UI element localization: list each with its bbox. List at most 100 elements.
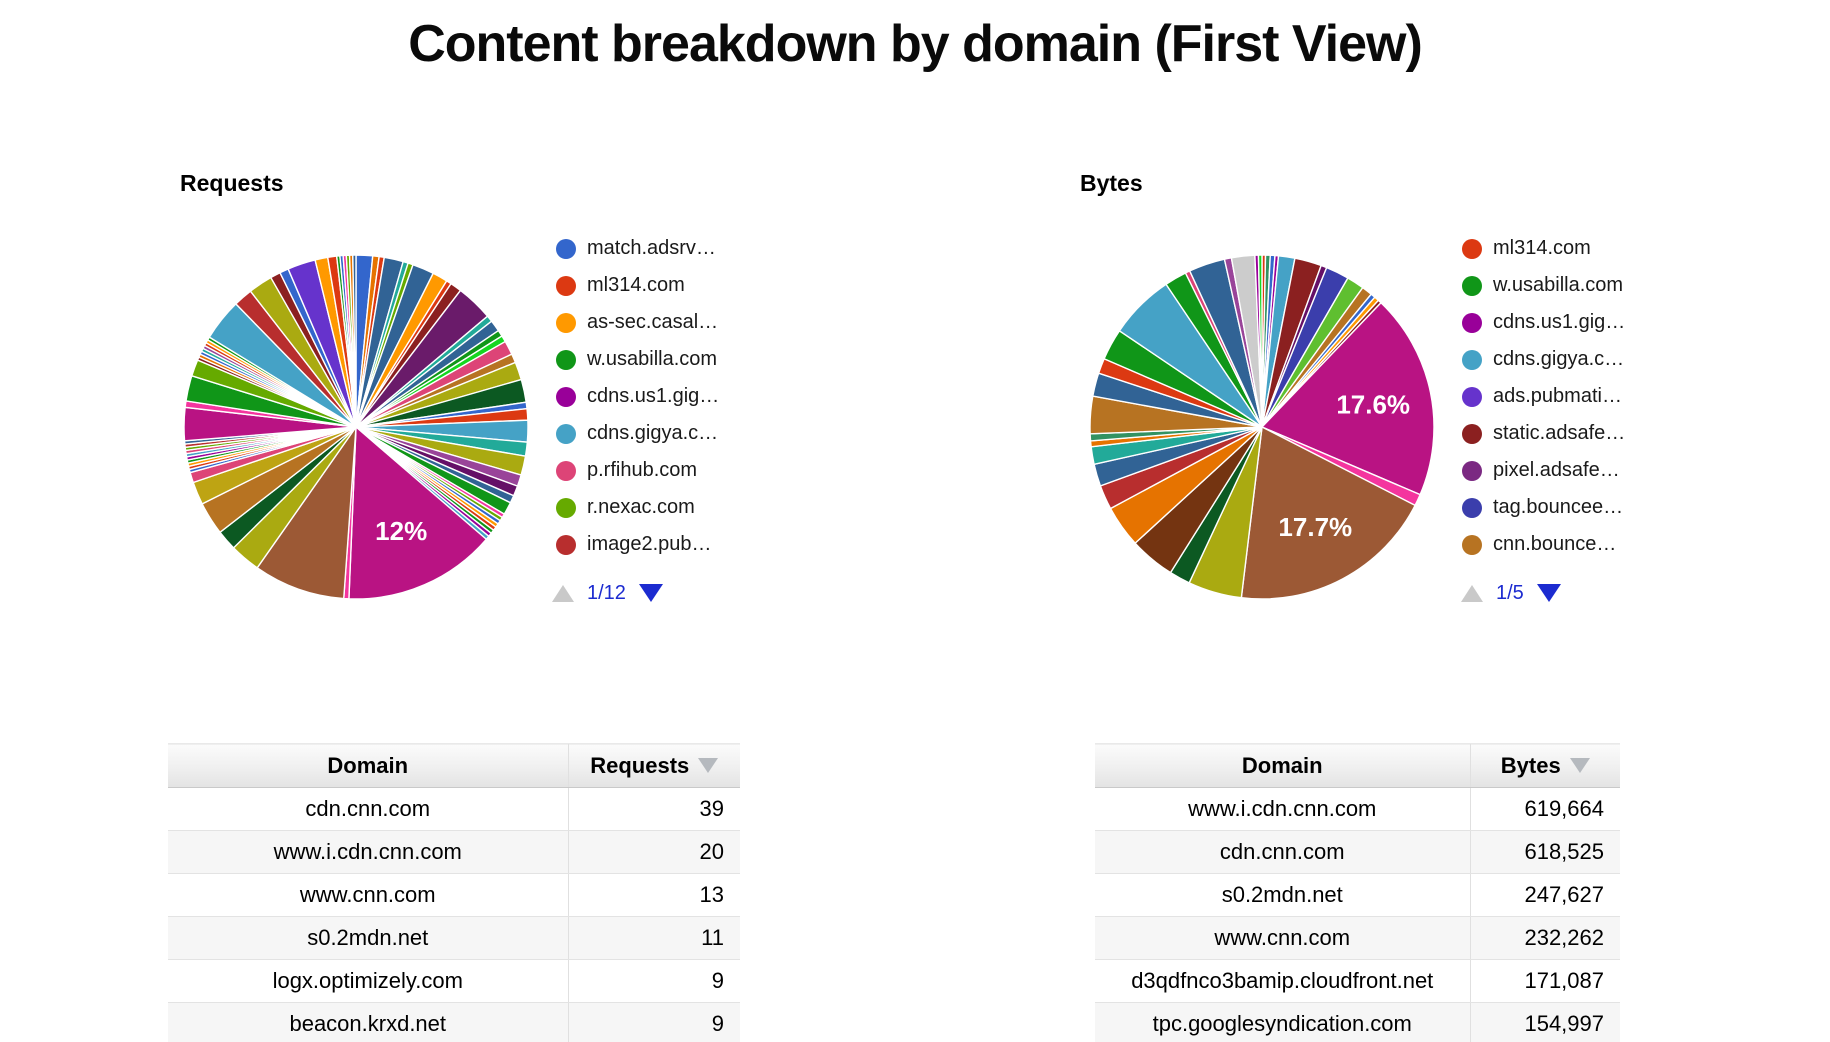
legend-page-down-icon[interactable] bbox=[1536, 584, 1561, 602]
legend-swatch-icon bbox=[1462, 312, 1482, 333]
legend-item[interactable]: ml314.com bbox=[1462, 230, 1712, 267]
legend-item-label: pixel.adsafe… bbox=[1493, 459, 1620, 481]
legend-item[interactable]: w.usabilla.com bbox=[556, 341, 806, 378]
legend-item-label: ml314.com bbox=[587, 274, 685, 296]
value-cell: 39 bbox=[567, 787, 740, 831]
legend-item-label: w.usabilla.com bbox=[1493, 274, 1624, 296]
legend-item-label: cdns.gigya.c… bbox=[1493, 348, 1625, 370]
legend-item[interactable]: cdns.gigya.c… bbox=[1462, 341, 1712, 378]
legend-page-indicator: 1/5 bbox=[1496, 581, 1524, 604]
legend-item[interactable]: cnn.bounce… bbox=[1462, 526, 1712, 563]
legend-swatch-icon bbox=[1462, 497, 1482, 518]
domain-cell: tpc.googlesyndication.com bbox=[1095, 1002, 1470, 1042]
sort-descending-icon[interactable] bbox=[1569, 758, 1590, 773]
legend-item[interactable]: cdns.gigya.c… bbox=[556, 415, 806, 452]
value-cell: 13 bbox=[567, 873, 740, 917]
table-row: s0.2mdn.net 11 bbox=[168, 916, 740, 960]
bytes-table: Domain Bytes www.i.cdn.cnn.com 619,664 cdn… bbox=[1095, 743, 1620, 1042]
pie-slice[interactable] bbox=[1240, 425, 1417, 600]
domain-cell: cdn.cnn.com bbox=[1095, 830, 1470, 874]
domain-cell: cdn.cnn.com bbox=[168, 787, 568, 831]
value-cell: 154,997 bbox=[1469, 1002, 1620, 1042]
legend-item-label: cdns.us1.gig… bbox=[587, 385, 720, 407]
domain-column-header[interactable]: Domain bbox=[1095, 743, 1470, 788]
legend-swatch-icon bbox=[1462, 423, 1482, 444]
legend-item[interactable]: image2.pub… bbox=[556, 526, 806, 563]
pie-slice[interactable] bbox=[352, 254, 357, 428]
table-row: s0.2mdn.net 247,627 bbox=[1095, 873, 1620, 917]
legend-item-label: match.adsrv… bbox=[587, 237, 716, 259]
legend-item[interactable]: ads.pubmati… bbox=[1462, 378, 1712, 415]
legend-item[interactable]: r.nexac.com bbox=[556, 489, 806, 526]
value-cell: 11 bbox=[567, 916, 740, 960]
requests-legend: match.adsrv… ml314.com as-sec.casal… w.usab… bbox=[556, 230, 806, 563]
pie-slice-label: 17.7% bbox=[1278, 512, 1352, 542]
pie-slice[interactable] bbox=[348, 425, 488, 600]
legend-page-up-icon[interactable] bbox=[552, 584, 574, 602]
legend-item-label: static.adsafe… bbox=[1493, 422, 1626, 444]
legend-item[interactable]: ml314.com bbox=[556, 267, 806, 304]
domain-cell: logx.optimizely.com bbox=[168, 959, 568, 1003]
requests-table: Domain Requests cdn.cnn.com 39 www.i.cdn.c… bbox=[168, 743, 740, 1042]
pie-slice-label: 17.6% bbox=[1336, 389, 1410, 419]
requests-header-label: Requests bbox=[590, 752, 690, 778]
sort-descending-icon[interactable] bbox=[698, 758, 719, 773]
legend-item-label: p.rfihub.com bbox=[587, 459, 698, 481]
page-title: Content breakdown by domain (First View) bbox=[408, 15, 1423, 73]
legend-swatch-icon bbox=[556, 238, 576, 259]
legend-item[interactable]: as-sec.casal… bbox=[556, 304, 806, 341]
table-row: www.i.cdn.cnn.com 20 bbox=[168, 830, 740, 874]
pie-slice[interactable] bbox=[1260, 301, 1435, 496]
table-row: cdn.cnn.com 39 bbox=[168, 787, 740, 831]
pie-slice[interactable] bbox=[1257, 254, 1263, 428]
legend-item[interactable]: w.usabilla.com bbox=[1462, 267, 1712, 304]
value-cell: 9 bbox=[567, 959, 740, 1003]
legend-item-label: as-sec.casal… bbox=[587, 311, 719, 333]
domain-cell: s0.2mdn.net bbox=[1095, 873, 1470, 917]
domain-cell: www.i.cdn.cnn.com bbox=[1095, 787, 1470, 831]
value-cell: 618,525 bbox=[1469, 830, 1620, 874]
domain-header-label: Domain bbox=[327, 752, 409, 778]
legend-swatch-icon bbox=[556, 423, 576, 444]
legend-item[interactable]: match.adsrv… bbox=[556, 230, 806, 267]
legend-item-label: cdns.us1.gig… bbox=[1493, 311, 1626, 333]
value-cell: 232,262 bbox=[1469, 916, 1620, 960]
legend-item-label: cnn.bounce… bbox=[1493, 533, 1617, 555]
legend-item-label: r.nexac.com bbox=[587, 496, 695, 518]
bytes-header-label: Bytes bbox=[1500, 752, 1561, 778]
requests-column-header[interactable]: Requests bbox=[567, 743, 740, 788]
table-row: logx.optimizely.com 9 bbox=[168, 959, 740, 1003]
legend-item[interactable]: p.rfihub.com bbox=[556, 452, 806, 489]
pie-slice[interactable] bbox=[256, 424, 357, 600]
legend-item-label: cdns.gigya.c… bbox=[587, 422, 719, 444]
legend-swatch-icon bbox=[1462, 460, 1482, 481]
legend-item[interactable]: cdns.us1.gig… bbox=[1462, 304, 1712, 341]
legend-item[interactable]: pixel.adsafe… bbox=[1462, 452, 1712, 489]
legend-item[interactable]: tag.bouncee… bbox=[1462, 489, 1712, 526]
domain-cell: www.cnn.com bbox=[1095, 916, 1470, 960]
domain-cell: s0.2mdn.net bbox=[168, 916, 568, 960]
table-row: www.i.cdn.cnn.com 619,664 bbox=[1095, 787, 1620, 831]
legend-page-down-icon[interactable] bbox=[638, 584, 663, 602]
domain-cell: beacon.krxd.net bbox=[168, 1002, 568, 1042]
legend-item[interactable]: cdns.us1.gig… bbox=[556, 378, 806, 415]
bytes-column-header[interactable]: Bytes bbox=[1469, 743, 1620, 788]
value-cell: 20 bbox=[567, 830, 740, 874]
table-row: tpc.googlesyndication.com 154,997 bbox=[1095, 1002, 1620, 1042]
domain-column-header[interactable]: Domain bbox=[168, 743, 568, 788]
value-cell: 619,664 bbox=[1469, 787, 1620, 831]
value-cell: 9 bbox=[567, 1002, 740, 1042]
table-row: d3qdfnco3bamip.cloudfront.net 171,087 bbox=[1095, 959, 1620, 1003]
legend-page-indicator: 1/12 bbox=[587, 581, 626, 604]
legend-swatch-icon bbox=[1462, 238, 1482, 259]
requests-legend-pagination: 1/12 bbox=[552, 581, 663, 605]
legend-swatch-icon bbox=[1462, 275, 1482, 296]
legend-swatch-icon bbox=[556, 534, 576, 555]
legend-item[interactable]: static.adsafe… bbox=[1462, 415, 1712, 452]
legend-page-up-icon[interactable] bbox=[1461, 584, 1483, 602]
requests-pie-chart[interactable]: 12% bbox=[178, 249, 534, 605]
legend-item-label: ads.pubmati… bbox=[1493, 385, 1622, 407]
bytes-pie-chart[interactable]: 17.6% 17.7% bbox=[1084, 249, 1440, 605]
table-row: beacon.krxd.net 9 bbox=[168, 1002, 740, 1042]
